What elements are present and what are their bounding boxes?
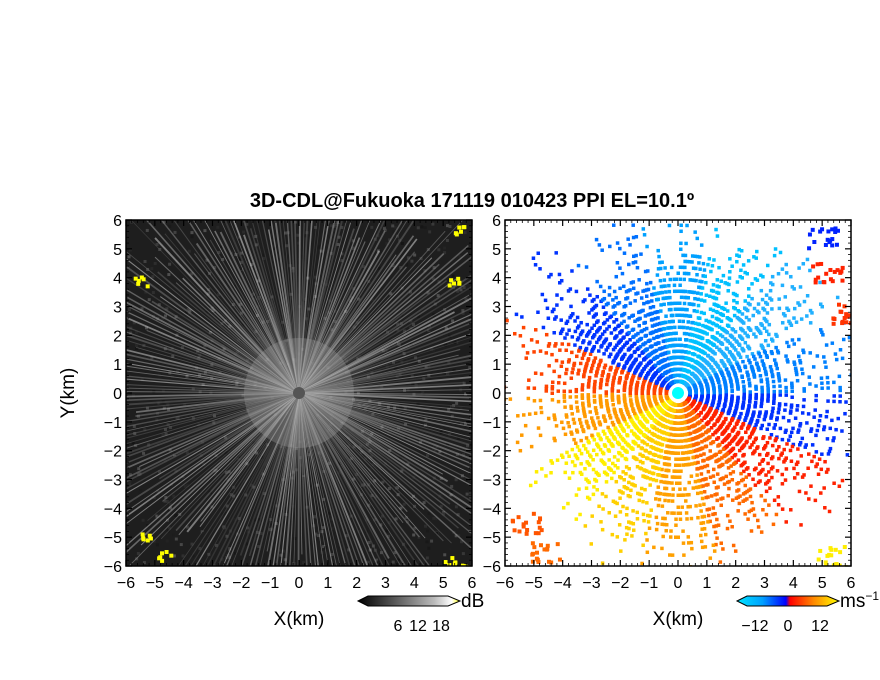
x-tick-label: 3 xyxy=(381,575,390,592)
y-tick-label: −3 xyxy=(483,473,501,490)
reflectivity-axis-ticks: −6 6 −5 5 −4 4 −3 3 −2 2 −1 1 0 0 1 −1 2 −2 3 −3 4 −4 5 −5 6 −6 xyxy=(104,213,477,592)
reflectivity-colorbar-tick-18: 18 xyxy=(432,618,450,635)
reflectivity-colorbar: 6 12 18 dB xyxy=(356,591,484,635)
x-tick-label: 4 xyxy=(410,575,419,592)
x-tick-label: 6 xyxy=(847,575,856,592)
x-tick-label: 2 xyxy=(352,575,361,592)
y-tick-label: −2 xyxy=(104,444,122,461)
doppler-colorbar-tick-12: 12 xyxy=(811,618,829,635)
x-tick-label: −3 xyxy=(203,575,221,592)
y-tick-label: −1 xyxy=(483,415,501,432)
y-tick-label: 3 xyxy=(113,300,122,317)
radar-center-marker xyxy=(293,387,305,399)
doppler-axis-ticks: −6 6 −5 5 −4 4 −3 3 −2 2 −1 1 0 0 1 −1 2 −2 3 −3 4 −4 5 −5 6 −6 xyxy=(483,213,856,592)
y-tick-label: 0 xyxy=(492,386,501,403)
reflectivity-frame xyxy=(125,219,473,567)
doppler-colorbar-tick-neg12: −12 xyxy=(741,618,768,635)
y-tick-label: 4 xyxy=(113,271,122,288)
y-tick-label: 4 xyxy=(492,271,501,288)
doppler-panel: −6 6 −5 5 −4 4 −3 3 −2 2 −1 1 0 0 1 −1 2 −2 3 −3 4 −4 5 −5 6 −6 xyxy=(483,213,856,592)
y-tick-label: −6 xyxy=(483,559,501,576)
doppler-colorbar-unit: ms−1 xyxy=(840,589,879,612)
y-tick-label: 5 xyxy=(492,242,501,259)
x-tick-label: 5 xyxy=(818,575,827,592)
x-tick-label: −3 xyxy=(582,575,600,592)
y-tick-label: 0 xyxy=(113,386,122,403)
y-tick-label: 6 xyxy=(492,213,501,230)
y-tick-label: −3 xyxy=(104,473,122,490)
reflectivity-colorbar-bar xyxy=(356,595,462,607)
x-tick-label: −6 xyxy=(117,575,135,592)
y-tick-label: 2 xyxy=(492,328,501,345)
y-tick-label: 3 xyxy=(492,300,501,317)
x-axis-label-right: X(km) xyxy=(653,609,704,630)
y-tick-label: 5 xyxy=(113,242,122,259)
doppler-colorbar: −12 0 12 ms−1 xyxy=(735,589,879,635)
y-tick-label: −2 xyxy=(483,444,501,461)
y-tick-label: 1 xyxy=(492,357,501,374)
doppler-frame xyxy=(504,219,852,567)
x-tick-label: 3 xyxy=(760,575,769,592)
y-tick-label: 6 xyxy=(113,213,122,230)
x-tick-label: −1 xyxy=(261,575,279,592)
x-tick-label: −2 xyxy=(232,575,250,592)
y-tick-label: −6 xyxy=(104,559,122,576)
y-tick-label: 1 xyxy=(113,357,122,374)
x-tick-label: −4 xyxy=(175,575,193,592)
x-tick-label: −4 xyxy=(554,575,572,592)
x-tick-label: −1 xyxy=(640,575,658,592)
doppler-colorbar-bar xyxy=(735,595,841,607)
reflectivity-rays xyxy=(126,220,472,566)
x-tick-label: 2 xyxy=(731,575,740,592)
y-tick-label: −4 xyxy=(483,501,501,518)
x-tick-label: 0 xyxy=(295,575,304,592)
doppler-center-marker xyxy=(672,387,684,399)
y-axis-label: Y(km) xyxy=(58,368,79,419)
x-tick-label: 1 xyxy=(323,575,332,592)
x-tick-label: 1 xyxy=(702,575,711,592)
x-tick-label: 4 xyxy=(789,575,798,592)
x-tick-label: 5 xyxy=(439,575,448,592)
x-tick-label: −5 xyxy=(146,575,164,592)
x-tick-label: −2 xyxy=(611,575,629,592)
x-tick-label: −5 xyxy=(525,575,543,592)
x-tick-label: 6 xyxy=(468,575,477,592)
reflectivity-colorbar-tick-12: 12 xyxy=(409,618,427,635)
doppler-colorbar-tick-0: 0 xyxy=(784,618,793,635)
y-tick-label: −5 xyxy=(483,530,501,547)
doppler-rays xyxy=(505,223,851,566)
reflectivity-panel: −6 6 −5 5 −4 4 −3 3 −2 2 −1 1 0 0 1 −1 2 −2 3 −3 4 −4 5 −5 6 −6 xyxy=(104,213,477,592)
reflectivity-colorbar-tick-6: 6 xyxy=(394,618,403,635)
x-tick-label: −6 xyxy=(496,575,514,592)
x-axis-label-left: X(km) xyxy=(274,609,325,630)
chart-title: 3D-CDL@Fukuoka 171119 010423 PPI EL=10.1… xyxy=(250,190,694,212)
y-tick-label: −4 xyxy=(104,501,122,518)
y-tick-label: 2 xyxy=(113,328,122,345)
reflectivity-colorbar-unit: dB xyxy=(461,591,484,612)
y-tick-label: −5 xyxy=(104,530,122,547)
y-tick-label: −1 xyxy=(104,415,122,432)
x-tick-label: 0 xyxy=(674,575,683,592)
